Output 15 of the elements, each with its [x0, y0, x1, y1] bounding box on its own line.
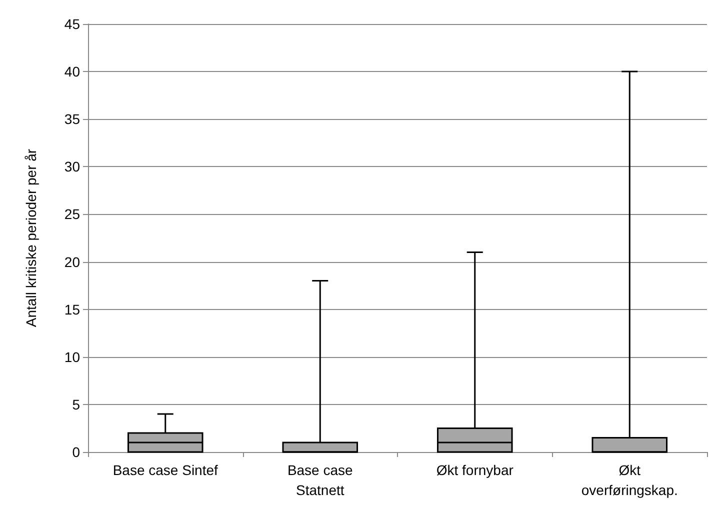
x-tick-label: Økt overføringskap.	[581, 462, 678, 498]
x-tick-label: Base case Sintef	[112, 462, 218, 478]
y-axis-title: Antall kritiske perioder per år	[23, 148, 39, 328]
x-tick-label: Base case Statnett	[287, 462, 354, 498]
y-tick-label: 0	[72, 444, 80, 460]
y-tick-label: 5	[72, 396, 80, 412]
y-tick-label: 40	[64, 64, 80, 80]
y-tick-label: 30	[64, 158, 80, 175]
x-tick-label: Økt fornybar	[436, 462, 514, 478]
y-tick-label: 25	[64, 206, 80, 222]
y-tick-label: 20	[64, 254, 80, 270]
y-tick-label: 15	[64, 301, 80, 318]
y-tick-label: 35	[64, 111, 80, 128]
y-tick-label: 10	[64, 348, 80, 365]
y-tick-label: 45	[64, 16, 80, 32]
